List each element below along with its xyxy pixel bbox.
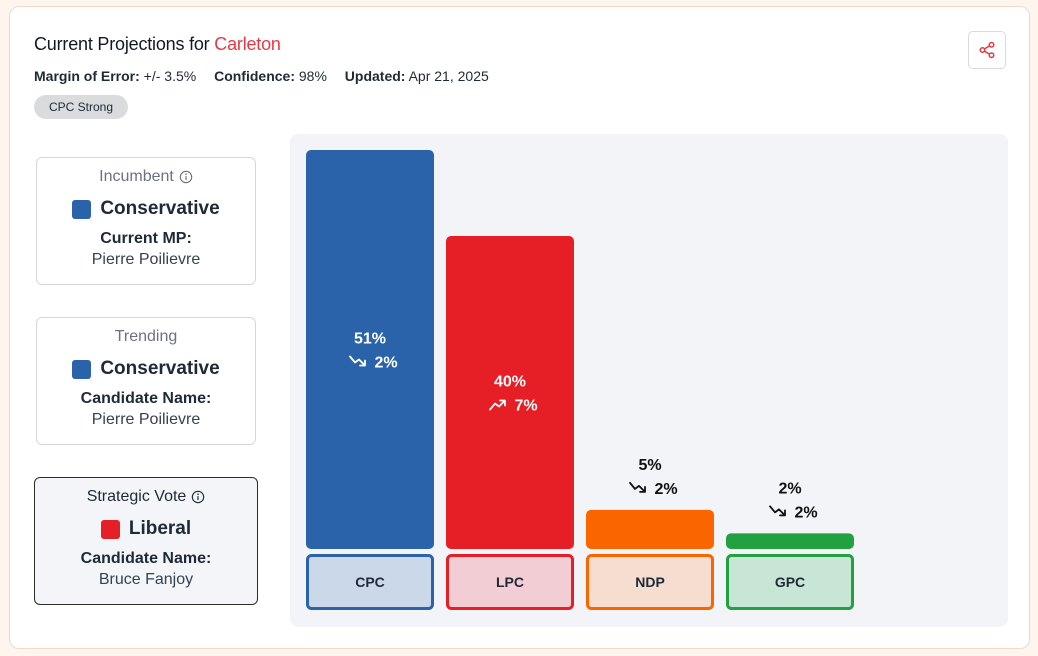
bar-value-label: 40% [494, 374, 526, 391]
confidence-value: 98% [298, 68, 327, 84]
projection-card: Current Projections for Carleton Margin … [9, 6, 1030, 649]
current-mp-label: Current MP: [100, 230, 192, 247]
bar-change-label: 2% [374, 355, 397, 372]
bar-change-label: 2% [654, 481, 677, 498]
strategic-vote-box: Strategic Vote Liberal Candidate Name: B… [34, 477, 258, 605]
bar-change-label: 7% [514, 398, 537, 415]
trending-heading: Trending [37, 328, 255, 346]
share-button[interactable] [968, 31, 1006, 69]
current-mp-name: Pierre Poilievre [91, 251, 201, 268]
bar-cpc [306, 150, 434, 549]
margin-of-error: Margin of Error: +/- 3.5% [34, 68, 196, 84]
trend-down-icon [769, 505, 786, 517]
incumbent-box: Incumbent Conservative Current MP: Pierr… [36, 157, 256, 285]
updated-date: Updated: Apr 21, 2025 [345, 68, 489, 84]
strategic-label: Strategic Vote [86, 488, 187, 505]
incumbent-label: Incumbent [99, 168, 174, 185]
category-label: CPC [355, 574, 385, 590]
confidence: Confidence: 98% [214, 68, 327, 84]
trend-down-icon [629, 481, 646, 493]
bar-value-label: 2% [778, 480, 801, 497]
bar-chart-svg: 51% 2% CPC 40% 7% LPC 5% 2% NDP 2% 2% GPC [306, 150, 854, 610]
trend-up-icon [489, 399, 506, 411]
confidence-label: Confidence: [214, 68, 295, 84]
strategic-heading: Strategic Vote [35, 488, 257, 506]
party-color-swatch [72, 199, 92, 219]
strategic-candidate-name: Bruce Fanjoy [98, 571, 194, 588]
bar-value-label: 51% [354, 331, 386, 348]
incumbent-heading: Incumbent [37, 168, 255, 186]
bar-change-label: 2% [794, 504, 817, 521]
trending-label: Trending [114, 328, 178, 345]
info-icon[interactable] [179, 170, 193, 184]
bar-gpc [726, 533, 854, 549]
party-color-swatch [100, 519, 120, 539]
incumbent-party-name: Conservative [100, 198, 220, 219]
projection-meta: Margin of Error: +/- 3.5% Confidence: 98… [34, 68, 503, 84]
margin-of-error-label: Margin of Error: [34, 68, 140, 84]
page-title: Current Projections for Carleton [34, 34, 281, 55]
trending-party-name: Conservative [100, 358, 220, 379]
bar-lpc [446, 236, 574, 549]
bar-ndp [586, 509, 714, 549]
trending-box: Trending Conservative Candidate Name: Pi… [36, 317, 256, 445]
category-label-box [306, 554, 434, 610]
projection-chart: 51% 2% CPC 40% 7% LPC 5% 2% NDP 2% 2% GPC [290, 134, 1008, 627]
category-label: LPC [496, 574, 524, 590]
category-label: NDP [635, 574, 665, 590]
strategic-party-name: Liberal [128, 518, 192, 539]
party-color-swatch [72, 359, 92, 379]
title-prefix: Current Projections for [34, 34, 210, 54]
trending-candidate-name: Pierre Poilievre [91, 411, 201, 428]
category-label-box [446, 554, 574, 610]
category-label-box [586, 554, 714, 610]
category-label-box [726, 554, 854, 610]
status-badge: CPC Strong [34, 95, 129, 119]
trending-party: Conservative [37, 358, 255, 380]
updated-label: Updated: [344, 68, 406, 84]
info-icon[interactable] [191, 490, 205, 504]
margin-of-error-value: +/- 3.5% [143, 68, 197, 84]
updated-value: Apr 21, 2025 [408, 68, 489, 84]
share-icon [979, 41, 995, 59]
trend-down-icon [349, 355, 366, 367]
candidate-name-label: Candidate Name: [80, 390, 212, 407]
bar-value-label: 5% [638, 457, 661, 474]
incumbent-party: Conservative [37, 198, 255, 220]
riding-name: Carleton [214, 34, 281, 54]
strategic-party: Liberal [35, 518, 257, 540]
candidate-name-label: Candidate Name: [80, 550, 212, 567]
category-label: GPC [775, 574, 805, 590]
